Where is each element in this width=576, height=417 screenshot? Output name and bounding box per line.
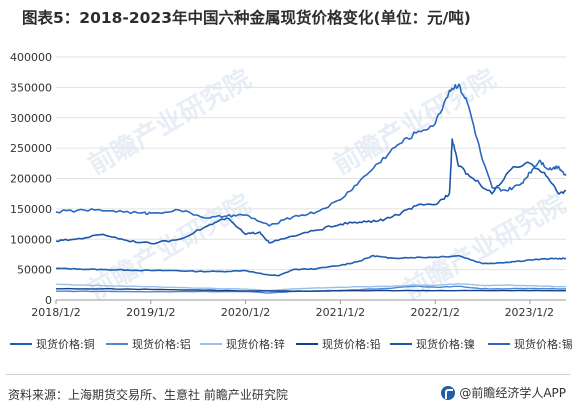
legend-label: 现货价格:铝 xyxy=(132,338,191,351)
y-tick-label: 350000 xyxy=(10,81,52,94)
x-tick-label: 2018/1/2 xyxy=(31,306,80,319)
y-tick-label: 200000 xyxy=(10,173,52,186)
y-tick-label: 100000 xyxy=(10,233,52,246)
legend-swatch xyxy=(10,343,32,345)
y-tick-label: 150000 xyxy=(10,203,52,216)
y-tick-label: 400000 xyxy=(10,51,52,64)
series-lines xyxy=(55,83,567,294)
legend-item-aluminium: 现货价格:铝 xyxy=(106,336,191,352)
grid-lines xyxy=(56,56,566,301)
brand: @前瞻经济学人APP xyxy=(441,384,566,401)
series-line-tin xyxy=(55,83,567,227)
legend-label: 现货价格:锡 xyxy=(514,338,573,351)
legend-label: 现货价格:铅 xyxy=(322,338,381,351)
series-line-aluminium xyxy=(56,285,567,294)
legend-item-nickel: 现货价格:镍 xyxy=(390,336,475,352)
legend-label: 现货价格:镍 xyxy=(416,338,475,351)
legend-swatch xyxy=(200,343,222,345)
legend-item-tin: 现货价格:锡 xyxy=(488,336,573,352)
brand-label: @前瞻经济学人APP xyxy=(459,386,566,400)
x-axis: 2018/1/2 2019/1/2 2020/1/2 2021/1/2 2022/1/2… xyxy=(31,300,554,319)
legend-item-lead: 现货价格:铅 xyxy=(296,336,381,352)
brand-logo-icon xyxy=(441,385,456,400)
legend-swatch xyxy=(488,343,510,345)
series-line-copper xyxy=(55,254,567,277)
footer: 资料来源：上海期货交易所、生意社 前瞻产业研究院 @前瞻经济学人APP xyxy=(0,374,576,417)
legend-swatch xyxy=(296,343,318,345)
x-tick-label: 2021/1/2 xyxy=(316,306,365,319)
y-tick-label: 300000 xyxy=(10,112,52,125)
chart-title: 图表5：2018-2023年中国六种金属现货价格变化(单位：元/吨) xyxy=(22,9,471,27)
x-tick-label: 2023/1/2 xyxy=(505,306,554,319)
y-tick-label: 250000 xyxy=(10,142,52,155)
x-tick-label: 2019/1/2 xyxy=(126,306,175,319)
x-tick-label: 2020/1/2 xyxy=(221,306,270,319)
legend-label: 现货价格:铜 xyxy=(36,338,95,351)
watermark-0: 前瞻产业研究院 xyxy=(83,63,256,181)
legend-label: 现货价格:锌 xyxy=(226,338,285,351)
y-axis: 0 50000 100000 150000 200000 250000 300000 3500… xyxy=(10,51,52,307)
series-line-nickel xyxy=(55,138,566,245)
source-note: 资料来源：上海期货交易所、生意社 前瞻产业研究院 xyxy=(8,388,288,402)
watermark-1: 前瞻产业研究院 xyxy=(328,63,501,181)
y-tick-label: 50000 xyxy=(17,264,52,277)
legend-item-zinc: 现货价格:锌 xyxy=(200,336,285,352)
series-line-lead xyxy=(56,287,566,292)
y-tick-label: 0 xyxy=(45,294,52,307)
legend-swatch xyxy=(106,343,128,345)
legend-item-copper: 现货价格:铜 xyxy=(10,336,95,352)
footer-divider xyxy=(6,374,570,375)
legend-swatch xyxy=(390,343,412,345)
legend: 现货价格:铜 现货价格:铝 现货价格:锌 现货价格:铅 现货价格:镍 现货价格:锡 xyxy=(10,336,576,356)
x-tick-label: 2022/1/2 xyxy=(410,306,459,319)
series-line-zinc xyxy=(55,282,567,292)
